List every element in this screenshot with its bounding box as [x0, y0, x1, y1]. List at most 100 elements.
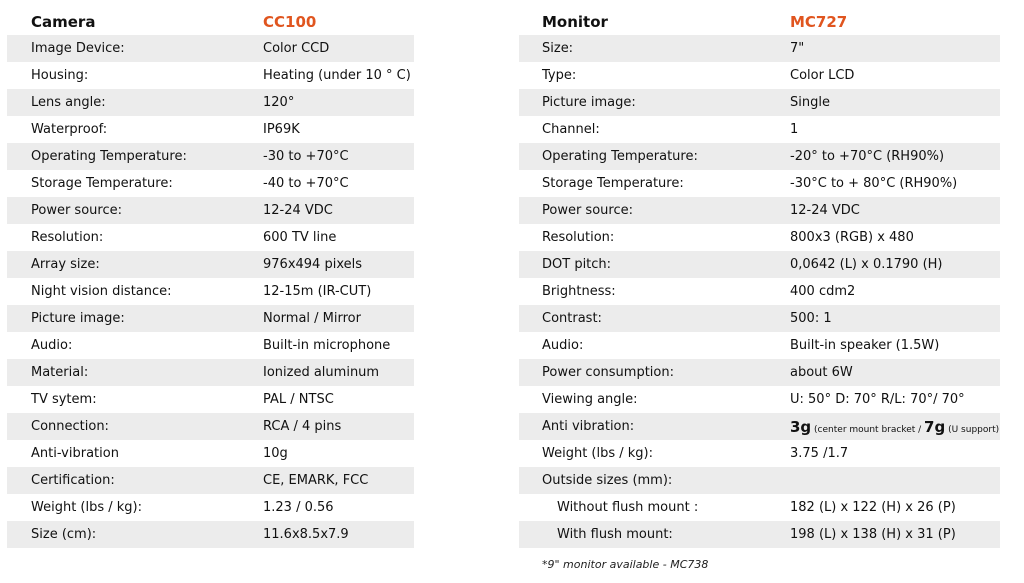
- spec-value: Color LCD: [790, 68, 855, 83]
- monitor-spec-row: Weight (lbs / kg): 3.75 /1.7: [519, 440, 1000, 467]
- anti-vibration-n2: (U support): [945, 424, 1000, 435]
- spec-label: Anti-vibration: [31, 446, 119, 461]
- camera-spec-row: Operating Temperature: -30 to +70°C: [7, 143, 414, 170]
- spec-label: Operating Temperature:: [31, 149, 187, 164]
- spec-label: Power consumption:: [542, 365, 674, 380]
- camera-spec-row: Connection: RCA / 4 pins: [7, 413, 414, 440]
- spec-label: Audio:: [542, 338, 584, 353]
- spec-value: -20° to +70°C (RH90%): [790, 149, 945, 164]
- spec-label: Array size:: [31, 257, 100, 272]
- monitor-spec-row: Power consumption: about 6W: [519, 359, 1000, 386]
- monitor-header: Monitor MC727: [519, 8, 1000, 35]
- spec-label: Night vision distance:: [31, 284, 172, 299]
- spec-value: 1.23 / 0.56: [263, 500, 334, 515]
- spec-value: about 6W: [790, 365, 853, 380]
- camera-spec-row: Resolution: 600 TV line: [7, 224, 414, 251]
- camera-spec-row: Audio: Built-in microphone: [7, 332, 414, 359]
- camera-spec-row: Anti-vibration 10g: [7, 440, 414, 467]
- spec-value: 11.6x8.5x7.9: [263, 527, 349, 542]
- spec-value: Single: [790, 95, 830, 110]
- spec-value: 976x494 pixels: [263, 257, 362, 272]
- spec-label: Waterproof:: [31, 122, 108, 137]
- camera-spec-row: Certification: CE, EMARK, FCC: [7, 467, 414, 494]
- spec-label: Without flush mount :: [557, 500, 699, 515]
- spec-value: 500: 1: [790, 311, 832, 326]
- spec-label: Housing:: [31, 68, 89, 83]
- monitor-spec-row: Outside sizes (mm):: [519, 467, 1000, 494]
- spec-label: Lens angle:: [31, 95, 106, 110]
- spec-value: Color CCD: [263, 41, 330, 56]
- spec-value: 12-15m (IR-CUT): [263, 284, 372, 299]
- spec-value: CE, EMARK, FCC: [263, 473, 369, 488]
- spec-label: Connection:: [31, 419, 109, 434]
- spec-label: Type:: [542, 68, 577, 83]
- spec-value: Heating (under 10 ° C): [263, 68, 411, 83]
- spec-label: Channel:: [542, 122, 600, 137]
- spec-label: With flush mount:: [557, 527, 673, 542]
- camera-title: Camera: [31, 12, 96, 31]
- monitor-spec-row: Storage Temperature: -30°C to + 80°C (RH9…: [519, 170, 1000, 197]
- anti-vibration-v2: 7g: [924, 417, 946, 436]
- spec-label: Weight (lbs / kg):: [31, 500, 143, 515]
- spec-label: DOT pitch:: [542, 257, 612, 272]
- monitor-spec-row: Resolution: 800x3 (RGB) x 480: [519, 224, 1000, 251]
- spec-label: Image Device:: [31, 41, 125, 56]
- spec-label: Size:: [542, 41, 574, 56]
- spec-value: 0,0642 (L) x 0.1790 (H): [790, 257, 943, 272]
- anti-vibration-v1: 3g: [790, 417, 812, 436]
- camera-spec-row: TV sytem: PAL / NTSC: [7, 386, 414, 413]
- monitor-spec-row: Operating Temperature: -20° to +70°C (RH9…: [519, 143, 1000, 170]
- spec-value: 10g: [263, 446, 288, 461]
- camera-spec-row: Storage Temperature: -40 to +70°C: [7, 170, 414, 197]
- camera-spec-row: Array size: 976x494 pixels: [7, 251, 414, 278]
- camera-spec-row: Picture image: Normal / Mirror: [7, 305, 414, 332]
- monitor-spec-row: DOT pitch: 0,0642 (L) x 0.1790 (H): [519, 251, 1000, 278]
- monitor-spec-row: With flush mount: 198 (L) x 138 (H) x 31 …: [519, 521, 1000, 548]
- spec-label: Picture image:: [542, 95, 636, 110]
- spec-value: -30 to +70°C: [263, 149, 349, 164]
- spec-label: Material:: [31, 365, 89, 380]
- monitor-footnote: *9" monitor available - MC738: [542, 558, 709, 571]
- spec-value: 800x3 (RGB) x 480: [790, 230, 914, 245]
- monitor-spec-row: Anti vibration: 3g (center mount bracket …: [519, 413, 1000, 440]
- spec-value: 120°: [263, 95, 295, 110]
- spec-value: 198 (L) x 138 (H) x 31 (P): [790, 527, 956, 542]
- monitor-spec-row: Without flush mount : 182 (L) x 122 (H) x…: [519, 494, 1000, 521]
- spec-value: U: 50° D: 70° R/L: 70°/ 70°: [790, 392, 965, 407]
- spec-value: PAL / NTSC: [263, 392, 334, 407]
- spec-label: Weight (lbs / kg):: [542, 446, 654, 461]
- monitor-spec-row: Power source: 12-24 VDC: [519, 197, 1000, 224]
- spec-label: Viewing angle:: [542, 392, 638, 407]
- monitor-title: Monitor: [542, 12, 608, 31]
- monitor-spec-row: Contrast: 500: 1: [519, 305, 1000, 332]
- camera-spec-row: Housing: Heating (under 10 ° C): [7, 62, 414, 89]
- camera-spec-row: Image Device: Color CCD: [7, 35, 414, 62]
- camera-spec-row: Size (cm): 11.6x8.5x7.9: [7, 521, 414, 548]
- camera-spec-table: Camera CC100 Image Device: Color CCD Housi…: [7, 8, 414, 548]
- camera-spec-row: Waterproof: IP69K: [7, 116, 414, 143]
- monitor-spec-row: Channel: 1: [519, 116, 1000, 143]
- monitor-model: MC727: [790, 12, 848, 31]
- spec-value: -30°C to + 80°C (RH90%): [790, 176, 958, 191]
- spec-label: Certification:: [31, 473, 115, 488]
- monitor-spec-row: Size: 7": [519, 35, 1000, 62]
- spec-label: Outside sizes (mm):: [542, 473, 673, 488]
- spec-label: Resolution:: [542, 230, 615, 245]
- monitor-spec-table: Monitor MC727 Size: 7" Type: Color LCD Pictu…: [519, 8, 1000, 548]
- camera-header: Camera CC100: [7, 8, 414, 35]
- spec-value: Built-in speaker (1.5W): [790, 338, 940, 353]
- spec-value: Normal / Mirror: [263, 311, 361, 326]
- spec-label: Power source:: [31, 203, 122, 218]
- monitor-spec-row: Audio: Built-in speaker (1.5W): [519, 332, 1000, 359]
- camera-spec-row: Weight (lbs / kg): 1.23 / 0.56: [7, 494, 414, 521]
- spec-label: Brightness:: [542, 284, 616, 299]
- spec-value: 182 (L) x 122 (H) x 26 (P): [790, 500, 956, 515]
- spec-value: 600 TV line: [263, 230, 337, 245]
- monitor-spec-row: Brightness: 400 cdm2: [519, 278, 1000, 305]
- spec-value: 3g (center mount bracket / 7g (U support…: [790, 418, 1000, 436]
- camera-spec-row: Night vision distance: 12-15m (IR-CUT): [7, 278, 414, 305]
- spec-label: Size (cm):: [31, 527, 97, 542]
- anti-vibration-n1: (center mount bracket /: [811, 424, 925, 435]
- spec-value: -40 to +70°C: [263, 176, 349, 191]
- monitor-spec-row: Picture image: Single: [519, 89, 1000, 116]
